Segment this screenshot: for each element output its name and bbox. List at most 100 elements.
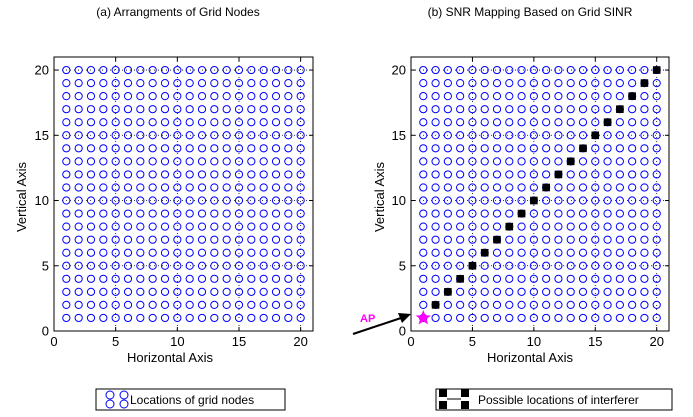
grid-node	[210, 196, 219, 205]
grid-node	[185, 144, 194, 153]
interferer-point	[554, 170, 563, 179]
grid-node	[173, 65, 182, 75]
grid-node	[443, 313, 452, 323]
grid-node	[148, 118, 157, 127]
grid-node	[210, 248, 219, 257]
grid-node	[603, 92, 612, 101]
grid-node	[62, 65, 71, 75]
grid-node	[271, 157, 281, 166]
grid-node	[173, 261, 182, 270]
grid-node	[210, 118, 219, 127]
grid-node	[554, 78, 563, 88]
grid-node	[123, 287, 133, 296]
grid-node	[234, 209, 244, 218]
y-tick-label: 5	[399, 258, 406, 273]
grid-node	[160, 274, 170, 283]
grid-node	[185, 248, 194, 257]
grid-node	[640, 170, 649, 179]
grid-node	[443, 300, 452, 310]
grid-node	[222, 313, 231, 323]
grid-node	[284, 209, 293, 218]
grid-node	[554, 157, 563, 166]
grid-node	[247, 274, 256, 283]
grid-node	[456, 118, 465, 127]
grid-node	[628, 65, 637, 75]
interferer-point	[493, 235, 501, 244]
grid-node	[505, 92, 514, 101]
grid-node	[554, 105, 563, 114]
grid-node	[247, 170, 256, 179]
grid-node	[296, 261, 305, 270]
grid-node	[99, 183, 108, 192]
grid-node	[468, 235, 477, 244]
grid-node	[173, 196, 182, 205]
grid-node	[234, 144, 244, 153]
grid-node	[160, 65, 170, 75]
grid-node	[652, 144, 661, 153]
chart-a-ticks: 0 5 10 15 20 0 5 10 15 20	[35, 57, 313, 349]
grid-node	[197, 196, 207, 205]
grid-node	[74, 131, 83, 140]
grid-node	[111, 65, 120, 75]
grid-node	[431, 131, 440, 140]
grid-node	[492, 105, 502, 114]
grid-node	[173, 131, 182, 140]
grid-node	[480, 157, 489, 166]
grid-node	[615, 196, 624, 205]
grid-node	[443, 92, 452, 101]
grid-node	[123, 131, 133, 140]
grid-node	[259, 313, 268, 323]
grid-node	[591, 65, 600, 75]
grid-node	[480, 78, 489, 88]
grid-node	[74, 92, 83, 101]
grid-node	[505, 65, 514, 75]
grid-node	[542, 131, 551, 140]
interferer-point	[628, 92, 636, 100]
grid-node	[271, 65, 281, 75]
x-tick-label: 5	[469, 334, 476, 349]
grid-node	[431, 118, 440, 127]
grid-node	[591, 144, 600, 153]
grid-node	[443, 196, 452, 205]
grid-node	[210, 65, 219, 75]
grid-node	[62, 287, 71, 296]
grid-node	[652, 183, 661, 192]
grid-node	[160, 196, 170, 205]
grid-node	[148, 196, 157, 205]
grid-node	[111, 131, 120, 140]
grid-node	[456, 105, 465, 114]
grid-node	[62, 261, 71, 270]
grid-node	[247, 105, 256, 114]
grid-node	[123, 157, 133, 166]
grid-node	[222, 157, 231, 166]
grid-node	[640, 157, 649, 166]
grid-node	[99, 65, 108, 75]
grid-node	[505, 105, 514, 114]
grid-node	[578, 300, 588, 310]
grid-node	[185, 313, 194, 323]
grid-node	[148, 183, 157, 192]
x-tick-label: 0	[407, 334, 414, 349]
grid-node	[111, 209, 120, 218]
grid-node	[185, 274, 194, 283]
grid-node	[284, 105, 293, 114]
grid-node	[517, 118, 526, 127]
grid-node	[284, 92, 293, 101]
grid-node	[259, 183, 268, 192]
grid-node	[628, 300, 637, 310]
grid-node	[271, 196, 281, 205]
grid-node	[640, 235, 649, 244]
grid-node	[603, 78, 612, 88]
grid-node	[456, 131, 465, 140]
grid-node	[197, 209, 207, 218]
grid-node	[615, 235, 624, 244]
grid-node	[529, 144, 538, 153]
grid-node	[615, 144, 624, 153]
grid-node	[62, 118, 71, 127]
grid-node	[578, 92, 588, 101]
grid-node	[431, 170, 440, 179]
chart-a-legend: Locations of grid nodes	[95, 388, 286, 411]
grid-node	[111, 105, 120, 114]
grid-node	[443, 261, 452, 270]
grid-node	[628, 313, 637, 323]
